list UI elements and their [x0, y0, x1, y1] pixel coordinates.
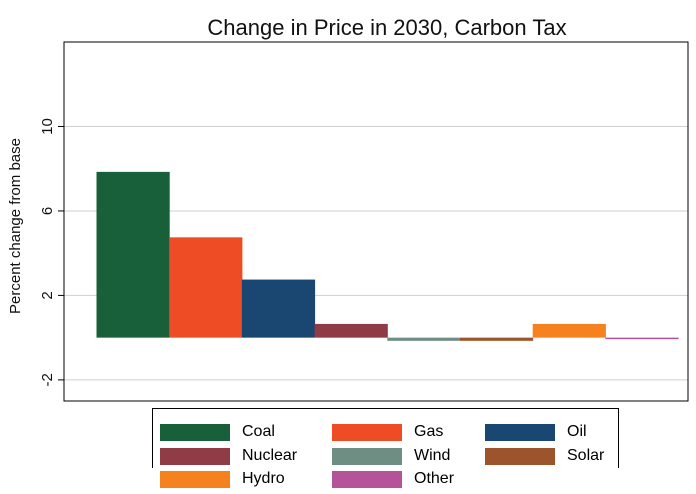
- legend-label-wind: Wind: [414, 447, 451, 464]
- legend-item-coal: Coal: [160, 422, 275, 442]
- y-tick-label: 6: [39, 207, 56, 215]
- legend-swatch-coal: [160, 423, 230, 441]
- bar-oil: [241, 279, 316, 338]
- y-tick-label: 10: [39, 118, 56, 135]
- bar-nuclear: [314, 323, 388, 338]
- legend-item-other: Other: [332, 470, 454, 488]
- chart-title: Change in Price in 2030, Carbon Tax: [207, 15, 566, 40]
- legend-item-oil: Oil: [485, 422, 587, 442]
- bar-solar: [460, 337, 534, 341]
- y-tick-label: 2: [39, 291, 56, 299]
- legend-item-hydro: Hydro: [160, 470, 285, 488]
- legend-swatch-gas: [332, 423, 402, 441]
- bar-gas: [169, 237, 243, 338]
- legend-swatch-wind: [332, 447, 402, 465]
- y-axis-label: Percent change from base: [7, 138, 24, 314]
- legend-swatch-oil: [485, 423, 555, 441]
- y-axis: -2 2 6 10: [39, 118, 64, 387]
- legend-swatch-nuclear: [160, 447, 230, 465]
- legend-label-other: Other: [414, 470, 455, 487]
- legend-label-gas: Gas: [414, 423, 444, 440]
- bar-hydro: [532, 323, 606, 338]
- legend-item-nuclear: Nuclear: [160, 446, 297, 466]
- legend-item-gas: Gas: [332, 422, 443, 442]
- legend-swatch-other: [332, 470, 402, 488]
- bar-coal: [96, 171, 170, 338]
- y-tick-label: -2: [39, 373, 56, 386]
- legend-label-coal: Coal: [242, 423, 275, 440]
- legend-item-solar: Solar: [485, 446, 604, 466]
- legend-label-oil: Oil: [567, 423, 587, 440]
- legend-swatch-solar: [485, 447, 555, 465]
- plot-area: [63, 41, 689, 402]
- legend-label-solar: Solar: [567, 447, 605, 464]
- bars: [96, 171, 679, 341]
- bar-wind: [387, 337, 461, 341]
- legend-item-wind: Wind: [332, 446, 450, 466]
- legend-swatch-hydro: [160, 470, 230, 488]
- bar-other: [605, 337, 679, 340]
- legend-label-nuclear: Nuclear: [242, 447, 298, 464]
- legend: Coal Gas Oil Nuclear Wind Solar Hydro Ot…: [152, 408, 619, 488]
- legend-label-hydro: Hydro: [242, 470, 285, 487]
